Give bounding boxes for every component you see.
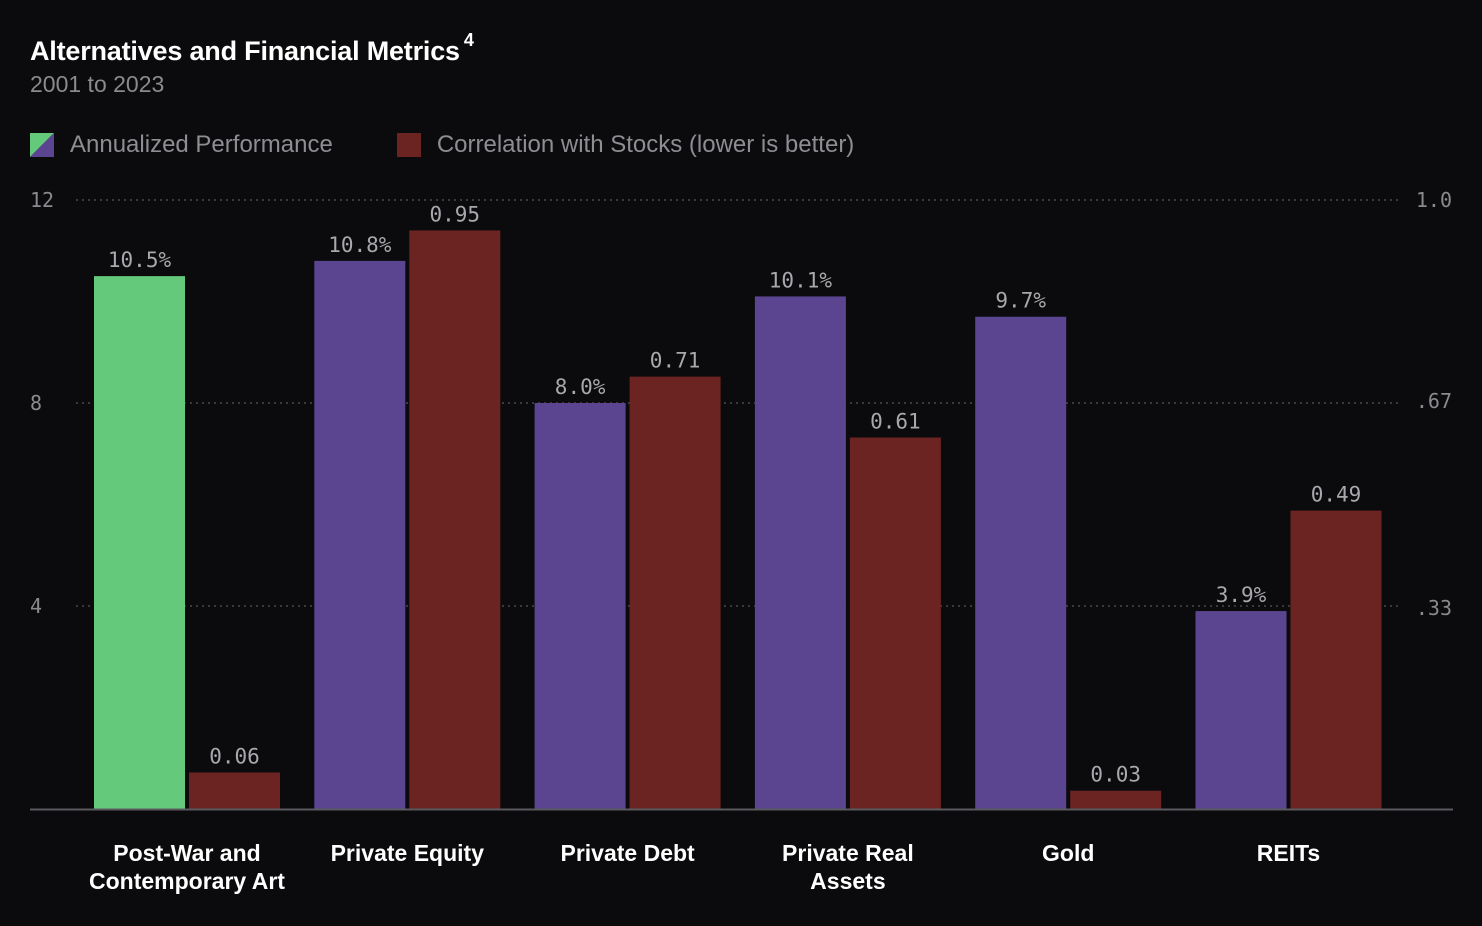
data-label-correlation: 0.61 — [870, 410, 921, 434]
bar-correlation — [1290, 510, 1382, 809]
data-label-performance: 10.5% — [108, 248, 172, 272]
chart-title: Alternatives and Financial Metrics 4 — [30, 30, 474, 67]
data-label-performance: 3.9% — [1216, 583, 1267, 607]
data-label-performance: 10.8% — [328, 233, 392, 257]
data-label-correlation: 0.71 — [650, 349, 701, 373]
chart-title-text: Alternatives and Financial Metrics — [30, 36, 460, 66]
left-axis-tick-label: 12 — [30, 188, 54, 212]
legend-item-performance: Annualized Performance — [30, 131, 333, 159]
bar-performance — [754, 296, 846, 809]
data-label-performance: 10.1% — [769, 268, 833, 292]
bar-performance — [534, 403, 626, 809]
right-axis-tick-label: .67 — [1416, 389, 1452, 413]
bar-performance — [975, 316, 1067, 809]
bar-correlation — [629, 376, 721, 809]
legend-swatch-correlation — [396, 133, 421, 157]
category-label: REITs — [1257, 840, 1320, 866]
right-axis-tick-label: .33 — [1416, 596, 1452, 620]
data-label-correlation: 0.06 — [209, 744, 260, 768]
category-label: Private Equity — [331, 840, 485, 866]
data-label-correlation: 0.49 — [1311, 483, 1362, 507]
category-label: Assets — [810, 868, 885, 894]
data-label-correlation: 0.03 — [1090, 763, 1141, 787]
data-label-performance: 8.0% — [555, 375, 606, 399]
right-axis-tick-label: 1.0 — [1416, 188, 1452, 212]
legend: Annualized Performance Correlation with … — [30, 131, 918, 159]
legend-item-correlation: Correlation with Stocks (lower is better… — [396, 131, 855, 159]
bar-correlation — [849, 437, 941, 809]
category-label: Gold — [1042, 840, 1094, 866]
data-label-performance: 9.7% — [995, 289, 1046, 313]
footnote-marker: 4 — [463, 30, 474, 50]
bar-performance — [94, 276, 185, 809]
data-label-correlation: 0.95 — [430, 202, 481, 226]
bar-correlation — [189, 772, 280, 809]
category-label: Post-War and — [113, 840, 260, 866]
bar-performance — [1195, 611, 1287, 809]
category-label: Private Debt — [560, 840, 695, 866]
bar-correlation — [1070, 790, 1162, 809]
chart-subtitle: 2001 to 2023 — [30, 71, 165, 97]
legend-label-performance: Annualized Performance — [70, 131, 333, 158]
bar-correlation — [409, 230, 501, 809]
legend-label-correlation: Correlation with Stocks (lower is better… — [436, 131, 855, 158]
legend-swatch-performance — [30, 133, 54, 157]
left-axis-tick-label: 8 — [30, 391, 42, 415]
category-label: Contemporary Art — [89, 868, 285, 894]
category-label: Private Real — [782, 840, 914, 866]
left-axis-tick-label: 4 — [30, 594, 42, 618]
bar-performance — [314, 260, 406, 809]
